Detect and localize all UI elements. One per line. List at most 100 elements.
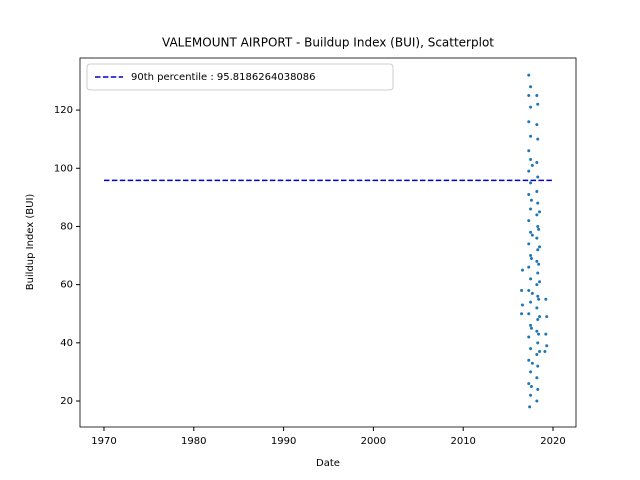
scatter-point xyxy=(536,137,540,141)
scatter-point xyxy=(527,73,531,77)
scatter-point xyxy=(538,210,542,214)
scatter-point xyxy=(537,332,541,336)
x-tick-label: 1990 xyxy=(271,436,296,447)
scatter-point xyxy=(530,361,534,365)
scatter-point xyxy=(535,329,539,333)
x-tick-label: 1980 xyxy=(181,436,206,447)
plot-frame xyxy=(79,57,577,428)
y-tick-label: 60 xyxy=(60,280,73,291)
scatter-point xyxy=(529,134,533,138)
scatter-point xyxy=(529,393,533,397)
scatter-point xyxy=(535,160,539,164)
scatter-point xyxy=(527,312,531,316)
scatter-point xyxy=(535,236,539,240)
scatter-point xyxy=(527,335,531,339)
scatter-point xyxy=(535,306,539,310)
scatter-point xyxy=(527,219,531,223)
scatter-point xyxy=(527,94,531,98)
scatter-point xyxy=(536,341,540,345)
chart-title: VALEMOUNT AIRPORT - Buildup Index (BUI),… xyxy=(162,36,494,50)
x-tick-label: 2000 xyxy=(361,436,386,447)
y-axis-label: Buildup Index (BUI) xyxy=(25,194,36,291)
y-tick-label: 20 xyxy=(60,396,73,407)
scatter-point xyxy=(529,300,533,304)
scatter-point xyxy=(529,198,533,202)
scatter-point xyxy=(535,399,539,403)
scatter-point xyxy=(527,120,531,124)
scatter-point xyxy=(520,268,524,272)
scatter-point xyxy=(529,181,533,185)
scatter-point xyxy=(529,347,533,351)
scatter-point xyxy=(528,405,532,409)
scatter-point xyxy=(537,297,541,301)
scatter-point xyxy=(520,312,524,316)
scatter-point xyxy=(529,370,533,374)
scatter-point xyxy=(538,245,542,249)
scatter-point xyxy=(536,271,540,275)
scatter-point xyxy=(537,227,541,231)
scatter-point xyxy=(538,280,542,284)
y-tick-label: 40 xyxy=(60,338,73,349)
scatter-point xyxy=(520,288,524,292)
scatter-point xyxy=(535,283,539,287)
scatter-point xyxy=(530,233,534,237)
scatter-point xyxy=(527,265,531,269)
scatter-point xyxy=(527,192,531,196)
x-tick-label: 2010 xyxy=(450,436,475,447)
x-axis-label: Date xyxy=(316,458,340,469)
scatter-point xyxy=(520,303,524,307)
scatter-point xyxy=(536,201,540,205)
scatter-point xyxy=(536,364,540,368)
legend-label: 90th percentile : 95.8186264038086 xyxy=(131,72,316,83)
y-tick-label: 120 xyxy=(54,105,73,116)
scatter-point xyxy=(527,288,531,292)
scatter-point xyxy=(536,102,540,106)
scatter-point xyxy=(527,382,531,386)
scatter-point xyxy=(536,175,540,179)
y-tick-label: 80 xyxy=(60,221,73,232)
scatter-point xyxy=(535,259,539,263)
scatter-point xyxy=(529,158,533,162)
scatter-point xyxy=(545,344,549,348)
scatter-point xyxy=(535,376,539,380)
scatter-point xyxy=(535,213,539,217)
scatter-point xyxy=(529,256,533,260)
scatter-point xyxy=(527,169,531,173)
scatter-point xyxy=(537,262,541,266)
scatter-point xyxy=(535,352,539,356)
scatter-point xyxy=(536,224,540,228)
scatter-point xyxy=(529,254,533,258)
scatter-point xyxy=(527,358,531,362)
scatter-point xyxy=(527,242,531,246)
scatter-point xyxy=(529,323,533,327)
scatter-point xyxy=(544,332,548,336)
scatter-point xyxy=(535,190,539,194)
scatter-point xyxy=(536,387,540,391)
scatter-point xyxy=(527,149,531,153)
scatter-point xyxy=(536,248,540,252)
scatter-point xyxy=(544,297,548,301)
scatter-point xyxy=(536,294,540,298)
scatter-point xyxy=(538,315,542,319)
scatter-point xyxy=(545,315,549,319)
scatter-point xyxy=(529,230,533,234)
legend: 90th percentile : 95.8186264038086 xyxy=(86,63,394,91)
scatter-point xyxy=(529,277,533,281)
scatter-point xyxy=(530,163,534,167)
y-tick-label: 100 xyxy=(54,163,73,174)
scatter-point xyxy=(529,85,533,89)
x-tick-label: 1970 xyxy=(91,436,116,447)
scatter-point xyxy=(529,207,533,211)
scatter-point xyxy=(536,318,540,322)
legend-box xyxy=(86,63,394,91)
scatter-point xyxy=(538,350,542,354)
scatter-point xyxy=(535,94,539,98)
scatter-point xyxy=(529,384,533,388)
scatter-point xyxy=(543,350,547,354)
scatter-point xyxy=(530,291,534,295)
scatter-point xyxy=(529,326,533,330)
scatter-point xyxy=(529,105,533,109)
scatter-point xyxy=(535,123,539,127)
x-tick-label: 2020 xyxy=(540,436,565,447)
